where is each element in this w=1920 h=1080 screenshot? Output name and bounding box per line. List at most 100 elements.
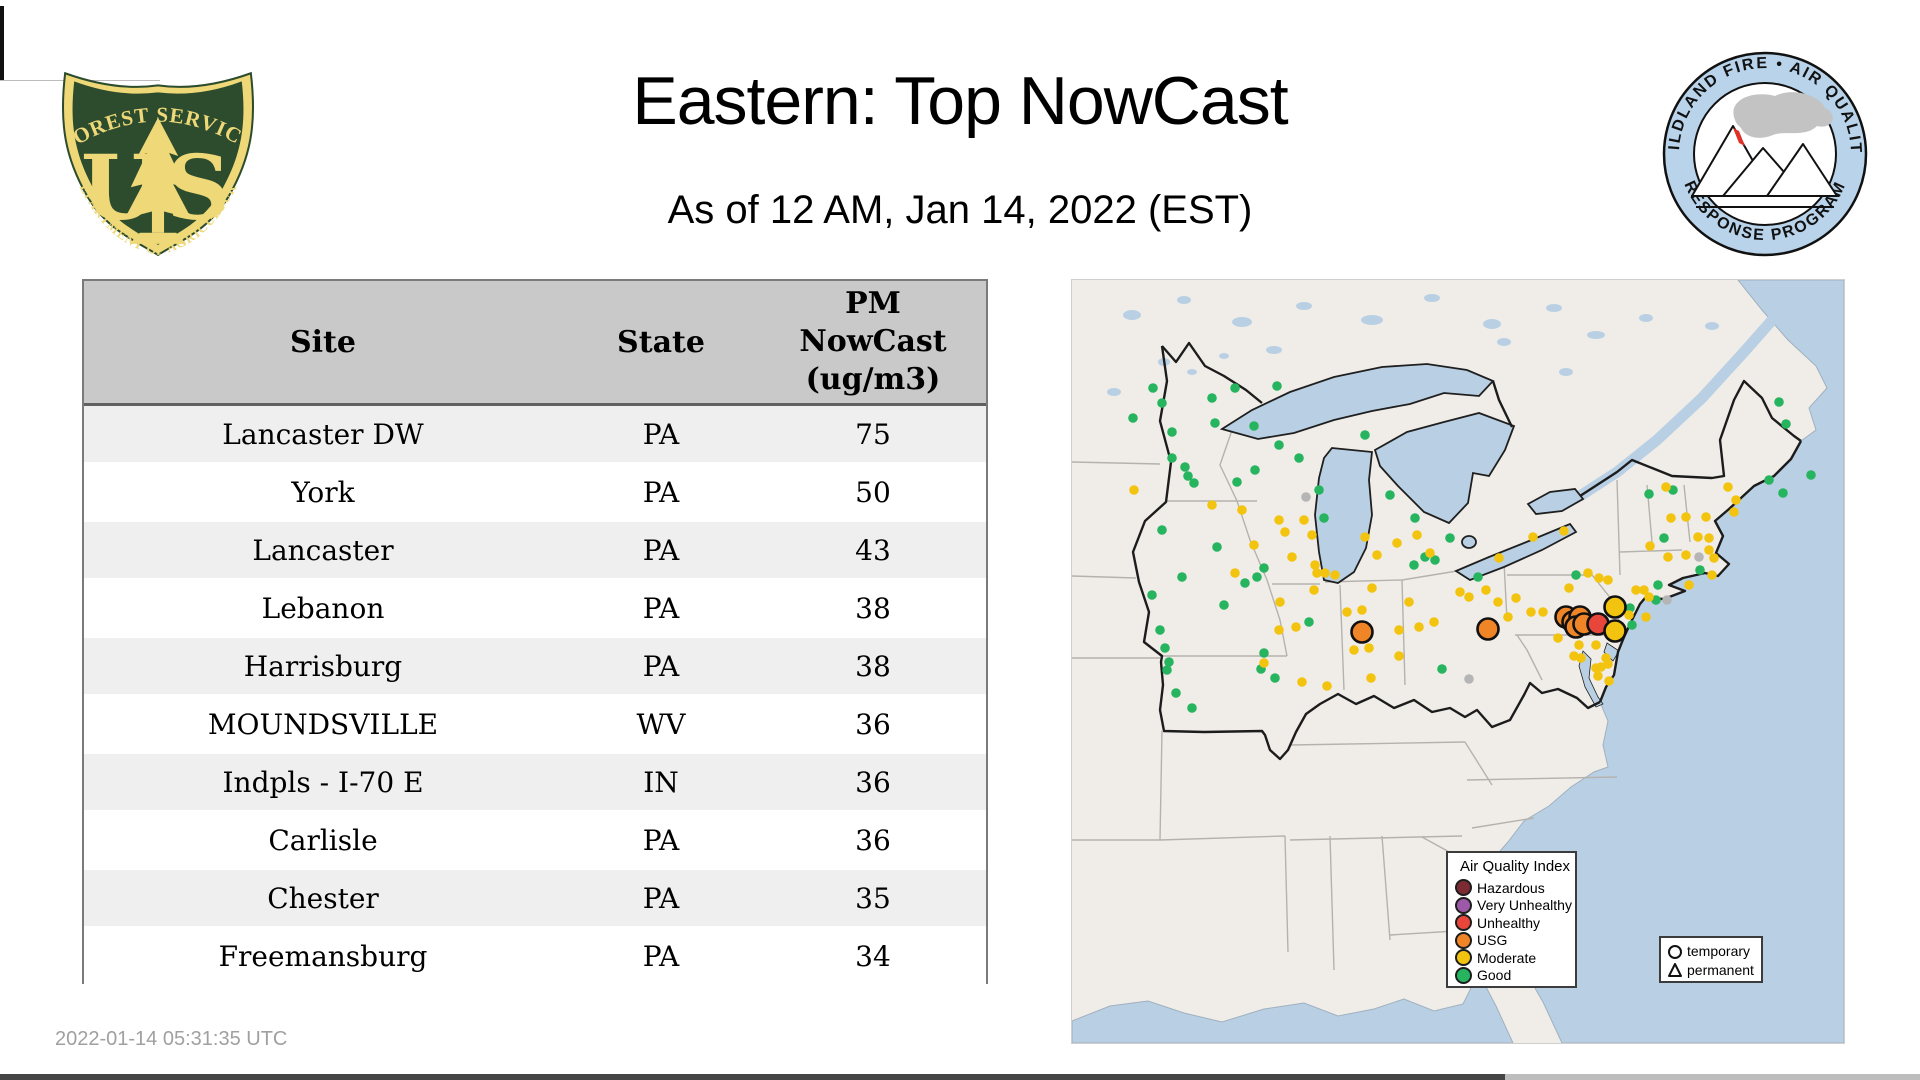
- table-cell: PA: [642, 649, 680, 683]
- circle-symbol-icon: [1667, 943, 1683, 959]
- monitor-dot: [1624, 610, 1634, 620]
- monitor-dot: [1644, 489, 1654, 499]
- monitor-dot: [1310, 560, 1320, 570]
- monitor-dot: [1177, 572, 1187, 582]
- monitor-dot: [1187, 703, 1197, 713]
- aqi-legend-label: Very Unhealthy: [1477, 897, 1572, 914]
- tree-icon: [124, 117, 192, 233]
- table-cell: 35: [855, 881, 891, 915]
- chesapeake-bay: [1578, 650, 1604, 708]
- monitor-dot: [1164, 657, 1174, 667]
- monitor-dot: [1661, 482, 1671, 492]
- aqi-legend-label: Moderate: [1477, 949, 1537, 966]
- mountains-icon: [1691, 125, 1838, 197]
- monitor-dot: [1219, 600, 1229, 610]
- monitor-dot: [1155, 625, 1165, 635]
- monitor-dot: [1394, 651, 1404, 661]
- monitor-dot: [1553, 633, 1563, 643]
- great-lakes: [1219, 363, 1585, 584]
- monitor-dot: [1564, 583, 1574, 593]
- monitor-dot: [1707, 570, 1717, 580]
- table-cell: 34: [855, 939, 891, 973]
- monitor-type-label: permanent: [1687, 961, 1754, 978]
- table-cell: Carlisle: [268, 823, 378, 857]
- monitor-dot: [1280, 527, 1290, 537]
- monitor-dot: [1366, 673, 1376, 683]
- monitor-dot: [1372, 550, 1382, 560]
- monitor-dots-layer: [1128, 381, 1816, 713]
- bottom-edge-bar: [0, 1074, 1505, 1080]
- monitor-dot: [1249, 421, 1259, 431]
- monitor-dot: [1684, 580, 1694, 590]
- aqi-legend-label: Good: [1477, 967, 1512, 984]
- table-cell: PA: [642, 881, 680, 915]
- table-cell: 50: [855, 475, 891, 509]
- monitor-dot: [1695, 565, 1705, 575]
- table-cell: PA: [642, 823, 680, 857]
- svg-text:S: S: [166, 136, 230, 240]
- monitor-dot: [1307, 530, 1317, 540]
- monitor-dot: [1464, 592, 1474, 602]
- monitor-dot: [1693, 532, 1703, 542]
- monitor-dot: [1723, 482, 1733, 492]
- monitor-dot: [1212, 542, 1222, 552]
- monitor-dot: [1593, 671, 1603, 681]
- table-cell: Freemansburg: [218, 939, 428, 973]
- monitor-dot: [1576, 653, 1586, 663]
- gulf-of-mexico: [1072, 979, 1514, 1043]
- monitor-dot: [1274, 440, 1284, 450]
- state-lines: [1072, 429, 1691, 971]
- table-cell: Lancaster DW: [222, 417, 424, 451]
- monitor-dot: [1309, 585, 1319, 595]
- monitor-dot: [1299, 515, 1309, 525]
- monitor-dot: [1681, 512, 1691, 522]
- monitor-dot: [1274, 625, 1284, 635]
- table-cell: PA: [642, 475, 680, 509]
- monitor-dot: [1319, 513, 1329, 523]
- monitor-dot: [1528, 532, 1538, 542]
- table-row: Lancaster PA 43: [84, 522, 986, 580]
- aqi-color-swatch-icon: [1455, 879, 1472, 897]
- monitor-dot: [1167, 453, 1177, 463]
- table-row: Lancaster DW PA 75: [84, 406, 986, 464]
- monitor-dot: [1287, 552, 1297, 562]
- table-row: Freemansburg PA 34: [84, 928, 986, 986]
- monitor-dot: [1583, 568, 1593, 578]
- monitor-dot: [1157, 398, 1167, 408]
- table-cell: Indpls - I-70 E: [222, 765, 424, 799]
- monitor-dot: [1764, 475, 1774, 485]
- monitor-dot: [1210, 418, 1220, 428]
- table-cell: PA: [642, 533, 680, 567]
- table-cell: York: [291, 475, 355, 509]
- page-title: Eastern: Top NowCast: [632, 63, 1288, 139]
- col-header-state: State: [617, 324, 705, 360]
- table-cell: PA: [642, 591, 680, 625]
- monitor-dot: [1493, 597, 1503, 607]
- monitor-dot: [1662, 595, 1672, 605]
- monitor-dot: [1360, 532, 1370, 542]
- monitor-dot: [1729, 507, 1739, 517]
- monitor-dot: [1412, 530, 1422, 540]
- table-row: Indpls - I-70 E IN 36: [84, 754, 986, 812]
- aqi-color-swatch-icon: [1455, 949, 1472, 967]
- temporary-monitor-dot: [1603, 619, 1627, 643]
- monitor-dot: [1314, 485, 1324, 495]
- bottom-edge-bar-light: [1505, 1074, 1920, 1080]
- monitor-dot: [1404, 597, 1414, 607]
- table-cell: Lancaster: [252, 533, 394, 567]
- monitor-dot: [1806, 470, 1816, 480]
- table-cell: PA: [642, 939, 680, 973]
- small-lakes: [1107, 294, 1719, 396]
- aqi-legend-title: Air Quality Index: [1459, 858, 1571, 875]
- monitor-dot: [1252, 572, 1262, 582]
- monitor-dot: [1129, 485, 1139, 495]
- aqi-legend-item: Unhealthy: [1455, 914, 1575, 932]
- monitor-dot: [1162, 665, 1172, 675]
- monitor-dot: [1180, 462, 1190, 472]
- monitor-dot: [1437, 664, 1447, 674]
- table-row: Chester PA 35: [84, 870, 986, 928]
- aqi-legend-label: Hazardous: [1477, 879, 1545, 896]
- wfaqrp-logo-icon: WILDLAND FIRE • AIR QUALITY RESPONSE PRO…: [1662, 51, 1868, 257]
- monitor-dot: [1270, 673, 1280, 683]
- table-cell: 43: [855, 533, 891, 567]
